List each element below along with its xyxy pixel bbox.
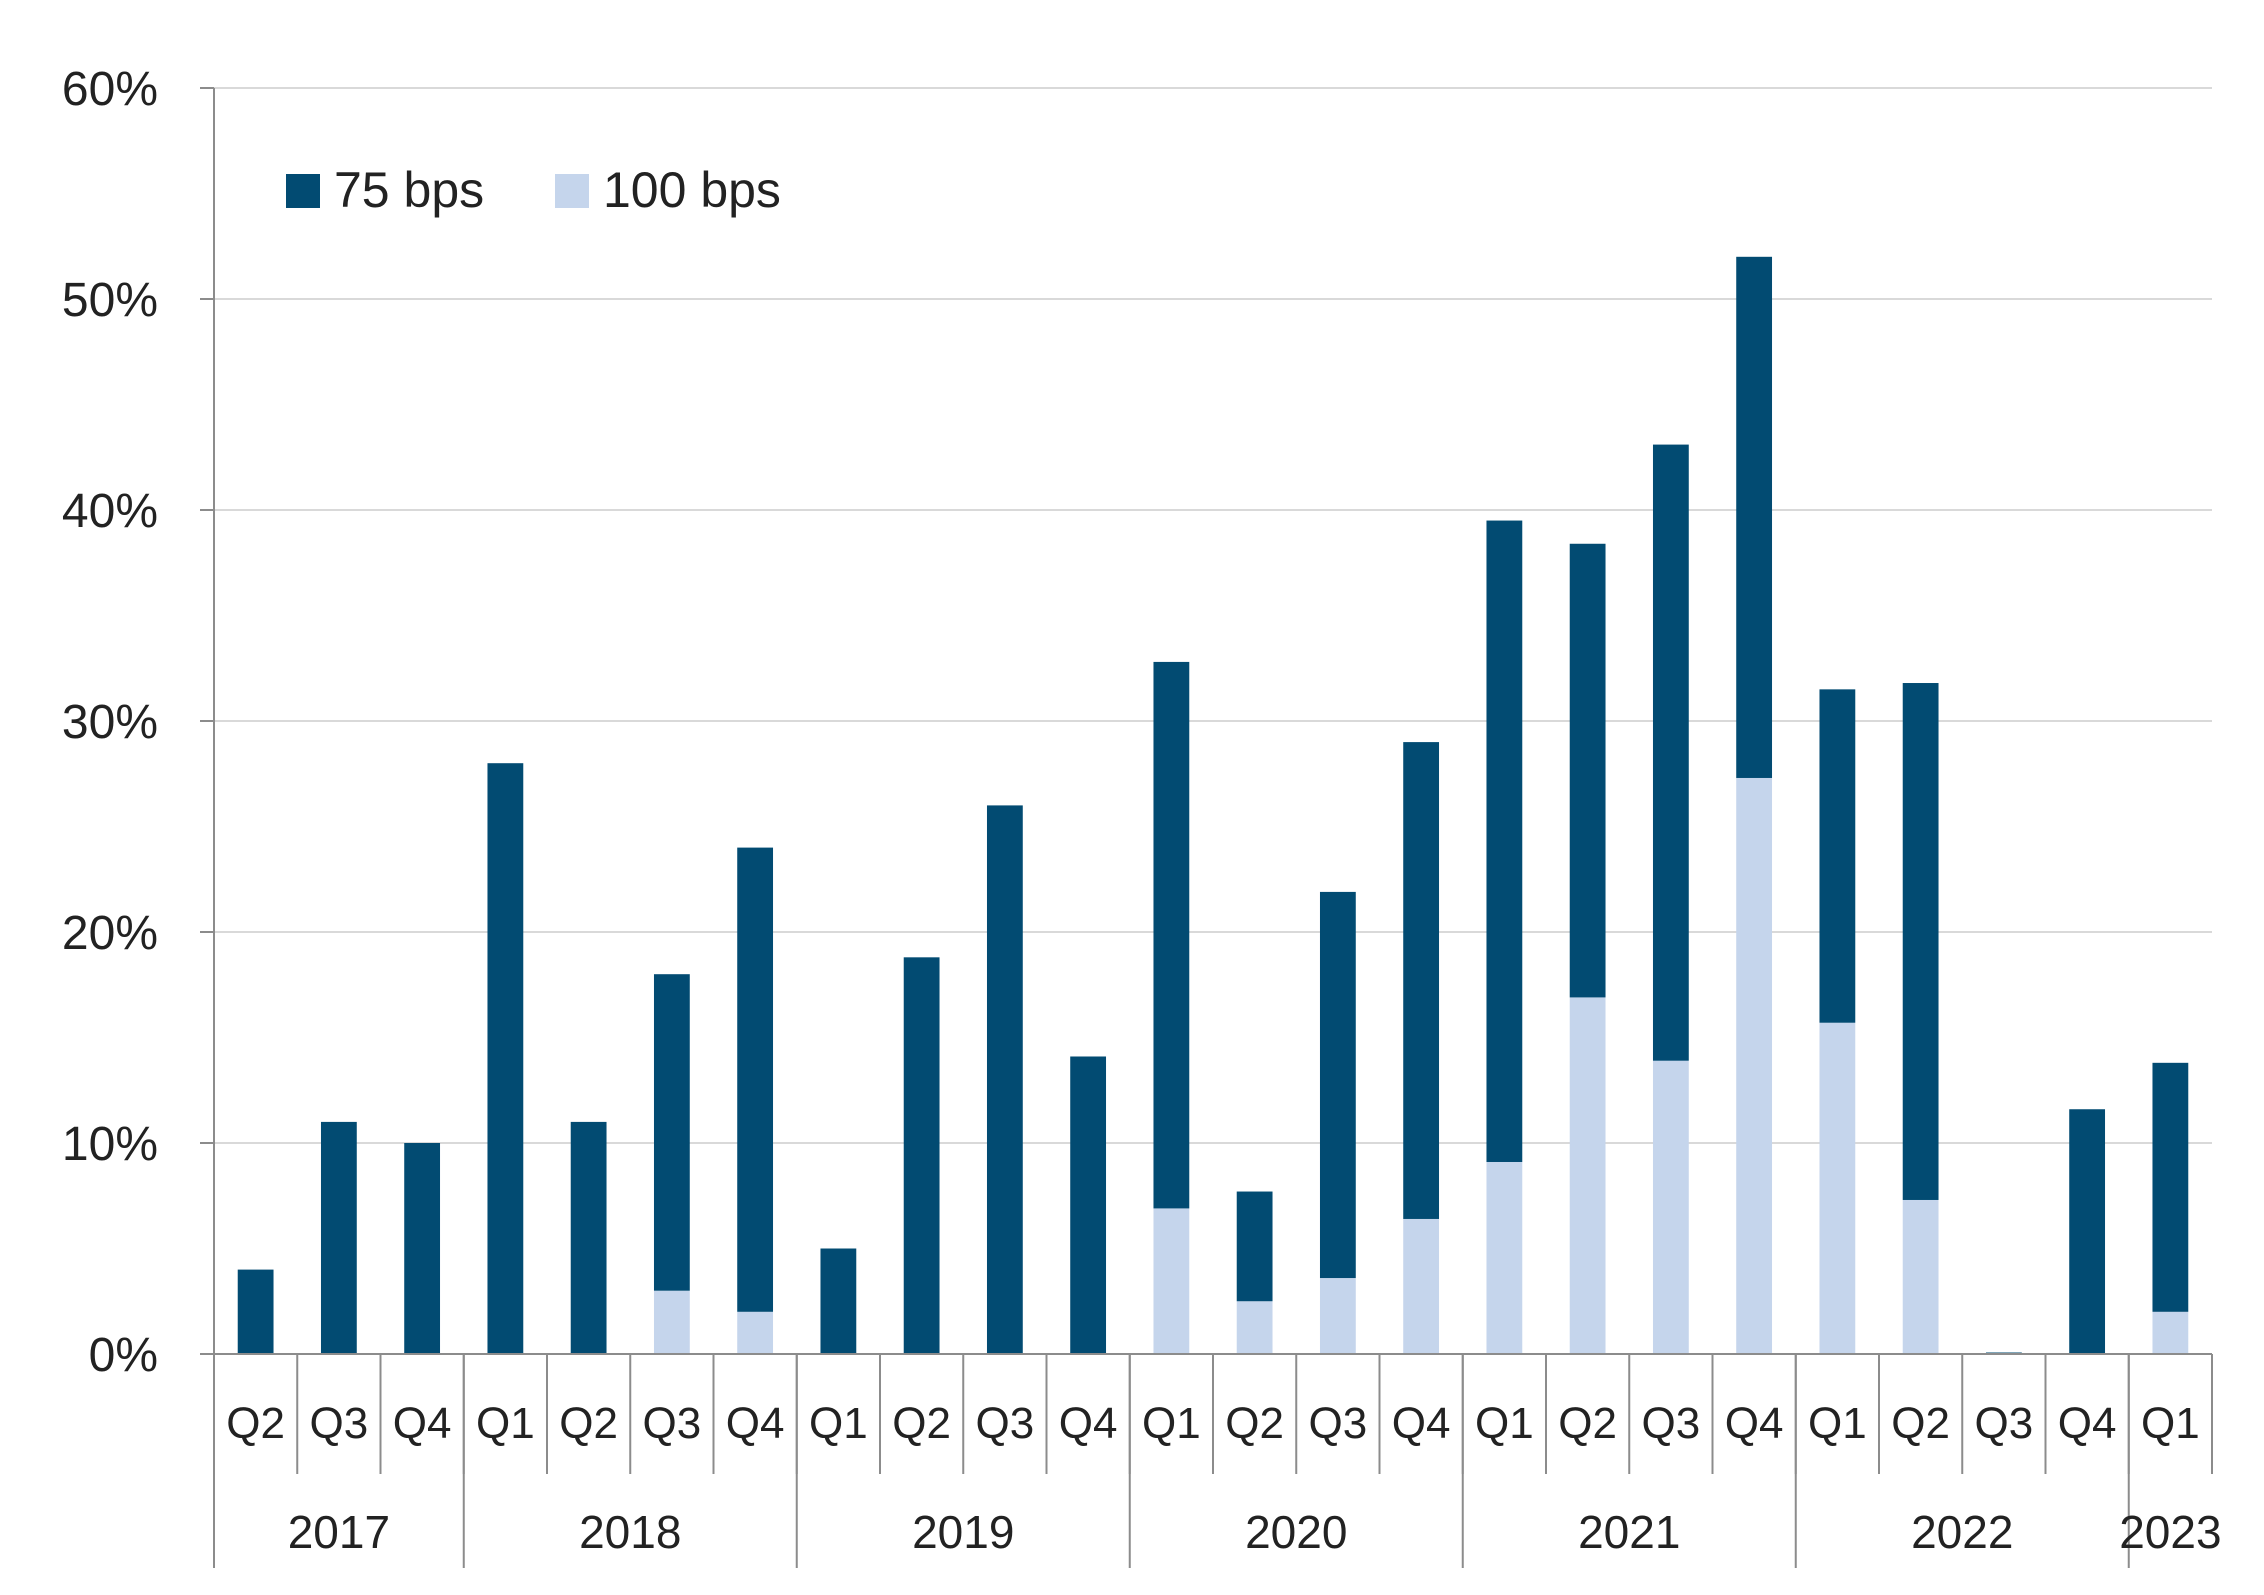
bar-segment-100bps xyxy=(1153,1208,1190,1354)
bar-segment-75bps xyxy=(986,805,1023,1354)
bar-segment-75bps xyxy=(1902,683,1939,1200)
x-category-label: Q1 xyxy=(476,1399,535,1448)
bar-segment-75bps xyxy=(1236,1191,1273,1302)
x-category-labels: Q2 Q3 Q4 Q1 Q2 Q3 Q4 Q1 Q2 Q3 Q4 Q1 Q2 Q3 Q4 Q1 Q2 Q3 Q4 Q1… xyxy=(226,1399,2199,1448)
bar-segment-75bps xyxy=(737,847,774,1312)
bar-segment-75bps xyxy=(320,1121,357,1354)
x-category-label: Q4 xyxy=(1392,1399,1451,1448)
x-category-label: Q3 xyxy=(643,1399,702,1448)
x-category-label: Q2 xyxy=(1891,1399,1950,1448)
bar-segment-75bps xyxy=(487,763,524,1354)
bar-segment-75bps xyxy=(1736,256,1773,778)
legend-label-75bps: 75 bps xyxy=(334,162,484,218)
x-category-label: Q1 xyxy=(1475,1399,1534,1448)
x-category-label: Q2 xyxy=(1558,1399,1617,1448)
legend-label-100bps: 100 bps xyxy=(603,162,781,218)
bar-segment-75bps xyxy=(570,1121,607,1354)
bar-segment-100bps xyxy=(1819,1022,1856,1354)
legend-swatch-100bps xyxy=(555,174,589,208)
bar-segment-100bps xyxy=(1319,1278,1356,1354)
x-category-label: Q3 xyxy=(1309,1399,1368,1448)
x-year-label: 2021 xyxy=(1578,1506,1680,1558)
y-tick-label: 0% xyxy=(89,1329,158,1382)
bar-segment-75bps xyxy=(653,974,690,1291)
x-year-label: 2020 xyxy=(1245,1506,1347,1558)
gridlines xyxy=(214,87,2212,1144)
bar-segment-100bps xyxy=(1236,1301,1273,1354)
x-year-label: 2019 xyxy=(912,1506,1014,1558)
bar-segment-100bps xyxy=(1569,997,1606,1354)
axes xyxy=(200,87,2213,1568)
bar-segment-75bps xyxy=(2069,1109,2106,1354)
x-year-label: 2017 xyxy=(288,1506,390,1558)
x-category-label: Q3 xyxy=(1642,1399,1701,1448)
bar-segment-75bps xyxy=(903,957,940,1354)
y-tick-label: 40% xyxy=(62,485,158,538)
x-year-label: 2022 xyxy=(1911,1506,2013,1558)
bar-segment-100bps xyxy=(653,1290,690,1354)
x-category-label: Q3 xyxy=(976,1399,1035,1448)
x-category-label: Q3 xyxy=(1975,1399,2034,1448)
x-category-label: Q1 xyxy=(809,1399,868,1448)
bars xyxy=(237,256,2189,1354)
legend-swatch-75bps xyxy=(286,174,320,208)
x-category-label: Q2 xyxy=(226,1399,285,1448)
bar-segment-75bps xyxy=(404,1143,441,1354)
y-tick-label: 30% xyxy=(62,696,158,749)
x-category-label: Q3 xyxy=(310,1399,369,1448)
bar-segment-75bps xyxy=(1652,444,1689,1061)
x-category-label: Q4 xyxy=(726,1399,785,1448)
y-tick-label: 10% xyxy=(62,1118,158,1171)
bar-segment-75bps xyxy=(820,1248,857,1354)
bar-segment-75bps xyxy=(1486,520,1523,1162)
x-year-label: 2023 xyxy=(2119,1506,2221,1558)
bar-segment-75bps xyxy=(1070,1056,1107,1354)
bar-segment-75bps xyxy=(1569,543,1606,998)
y-tick-label: 20% xyxy=(62,907,158,960)
bar-segment-100bps xyxy=(1902,1199,1939,1354)
x-category-label: Q1 xyxy=(1808,1399,1867,1448)
x-category-label: Q2 xyxy=(1225,1399,1284,1448)
x-year-label: 2018 xyxy=(579,1506,681,1558)
bar-segment-100bps xyxy=(1486,1161,1523,1354)
x-category-label: Q4 xyxy=(1059,1399,1118,1448)
bar-segment-100bps xyxy=(1736,777,1773,1354)
legend: 75 bps 100 bps xyxy=(286,162,781,218)
bar-segment-100bps xyxy=(737,1311,774,1354)
bar-segment-100bps xyxy=(1652,1060,1689,1354)
bar-segment-75bps xyxy=(1819,689,1856,1023)
bar-segment-75bps xyxy=(1153,661,1190,1209)
x-category-label: Q2 xyxy=(892,1399,951,1448)
y-tick-label: 50% xyxy=(62,274,158,327)
x-category-label: Q4 xyxy=(1725,1399,1784,1448)
x-category-label: Q4 xyxy=(2058,1399,2117,1448)
bar-segment-75bps xyxy=(1319,891,1356,1279)
x-category-label: Q1 xyxy=(2141,1399,2200,1448)
x-year-labels: 2017 2018 2019 2020 2021 2022 2023 xyxy=(288,1506,2222,1558)
bar-segment-100bps xyxy=(2152,1311,2189,1354)
x-category-label: Q2 xyxy=(559,1399,618,1448)
bar-segment-75bps xyxy=(1403,742,1440,1219)
x-category-label: Q1 xyxy=(1142,1399,1201,1448)
bar-segment-75bps xyxy=(2152,1062,2189,1312)
y-tick-label: 60% xyxy=(62,63,158,116)
y-tick-labels: 0% 10% 20% 30% 40% 50% 60% xyxy=(62,63,158,1382)
x-category-label: Q4 xyxy=(393,1399,452,1448)
bar-segment-75bps xyxy=(237,1269,274,1354)
bar-segment-100bps xyxy=(1403,1218,1440,1354)
